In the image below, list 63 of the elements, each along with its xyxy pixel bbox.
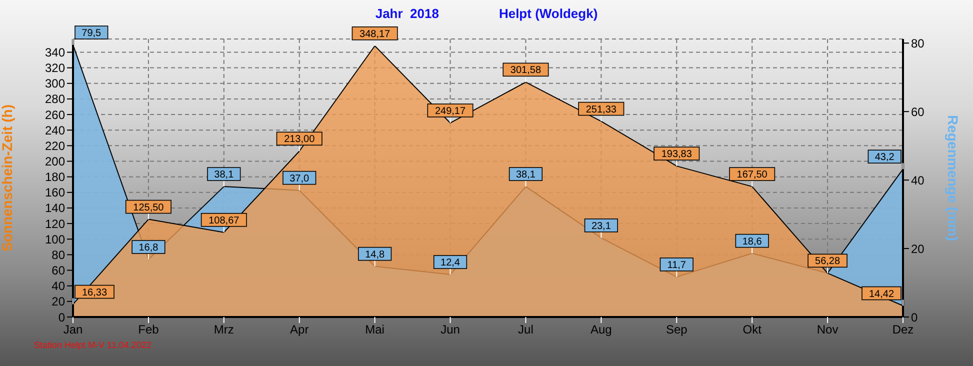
data-label: 38,1 bbox=[214, 170, 234, 181]
y2-tick-label: 60 bbox=[911, 104, 925, 119]
data-label: 108,67 bbox=[208, 215, 240, 226]
y-tick-label: 180 bbox=[44, 170, 66, 184]
y2-tick-label: 20 bbox=[911, 242, 925, 256]
data-label: 14,42 bbox=[868, 288, 894, 300]
data-label: 56,28 bbox=[815, 256, 840, 268]
y2-tick-label: 80 bbox=[911, 36, 925, 50]
x-tick-label: Mai bbox=[365, 322, 384, 337]
y-tick-label: 300 bbox=[44, 76, 66, 91]
data-label: 301,58 bbox=[510, 65, 542, 76]
x-tick-label: Jun bbox=[440, 322, 460, 337]
y-tick-label: 160 bbox=[44, 186, 66, 200]
y-tick-label: 220 bbox=[44, 138, 66, 153]
x-tick-label: Nov bbox=[816, 322, 838, 337]
x-tick-label: Feb bbox=[138, 322, 160, 337]
y-tick-label: 100 bbox=[44, 232, 66, 246]
data-label: 12,4 bbox=[440, 258, 460, 269]
data-label: 79,5 bbox=[82, 28, 102, 39]
y-tick-label: 260 bbox=[44, 108, 66, 122]
y-tick-label: 120 bbox=[44, 216, 66, 231]
data-label: 125,50 bbox=[133, 202, 164, 214]
y2-tick-label: 0 bbox=[911, 310, 918, 324]
data-label: 18,6 bbox=[742, 236, 762, 248]
y2-axis-title: Regenmenge (mm) bbox=[945, 114, 962, 242]
data-label: 11,7 bbox=[667, 260, 686, 271]
y-tick-label: 80 bbox=[52, 248, 66, 262]
data-label: 23,1 bbox=[591, 220, 612, 232]
data-label: 249,17 bbox=[434, 106, 466, 117]
data-label: 16,8 bbox=[138, 242, 159, 254]
y-tick-label: 0 bbox=[58, 310, 66, 324]
data-label: 251,33 bbox=[586, 104, 617, 116]
y-tick-label: 320 bbox=[44, 61, 66, 76]
x-tick-label: Sep bbox=[666, 322, 688, 337]
chart-title: Jahr 2018 bbox=[375, 6, 439, 21]
data-label: 348,17 bbox=[360, 28, 391, 40]
text: Station Helpt M-V 11.04.2022 bbox=[34, 340, 152, 350]
y-tick-label: 40 bbox=[52, 279, 66, 294]
data-label: 16,33 bbox=[82, 287, 108, 298]
data-label: 43,2 bbox=[874, 152, 895, 164]
y-tick-label: 240 bbox=[44, 123, 66, 138]
y-tick-label: 140 bbox=[44, 201, 66, 216]
chart-subtitle: Helpt (Woldegk) bbox=[498, 6, 598, 21]
data-label: 37,0 bbox=[290, 173, 310, 184]
x-tick-label: Mrz bbox=[214, 322, 234, 337]
y-tick-label: 20 bbox=[52, 294, 66, 309]
x-tick-label: Jul bbox=[518, 322, 534, 337]
data-label: 193,83 bbox=[661, 149, 692, 160]
x-tick-label: Jan bbox=[63, 322, 83, 337]
x-tick-label: Okt bbox=[742, 322, 762, 337]
y-tick-label: 200 bbox=[44, 154, 66, 169]
data-label: 14,8 bbox=[365, 249, 385, 260]
data-label: 213,00 bbox=[284, 134, 316, 146]
x-tick-label: Aug bbox=[590, 322, 612, 337]
data-label: 167,50 bbox=[736, 170, 768, 181]
y2-tick-label: 40 bbox=[911, 173, 925, 188]
y-tick-label: 340 bbox=[44, 46, 66, 60]
y-tick-label: 280 bbox=[44, 92, 66, 106]
y-axis-title: Sonnenschein-Zeit (h) bbox=[0, 104, 15, 252]
x-tick-label: Dez bbox=[892, 322, 914, 337]
y-tick-label: 60 bbox=[52, 264, 66, 278]
data-label: 38,1 bbox=[516, 170, 536, 181]
x-tick-label: Apr bbox=[290, 322, 309, 337]
